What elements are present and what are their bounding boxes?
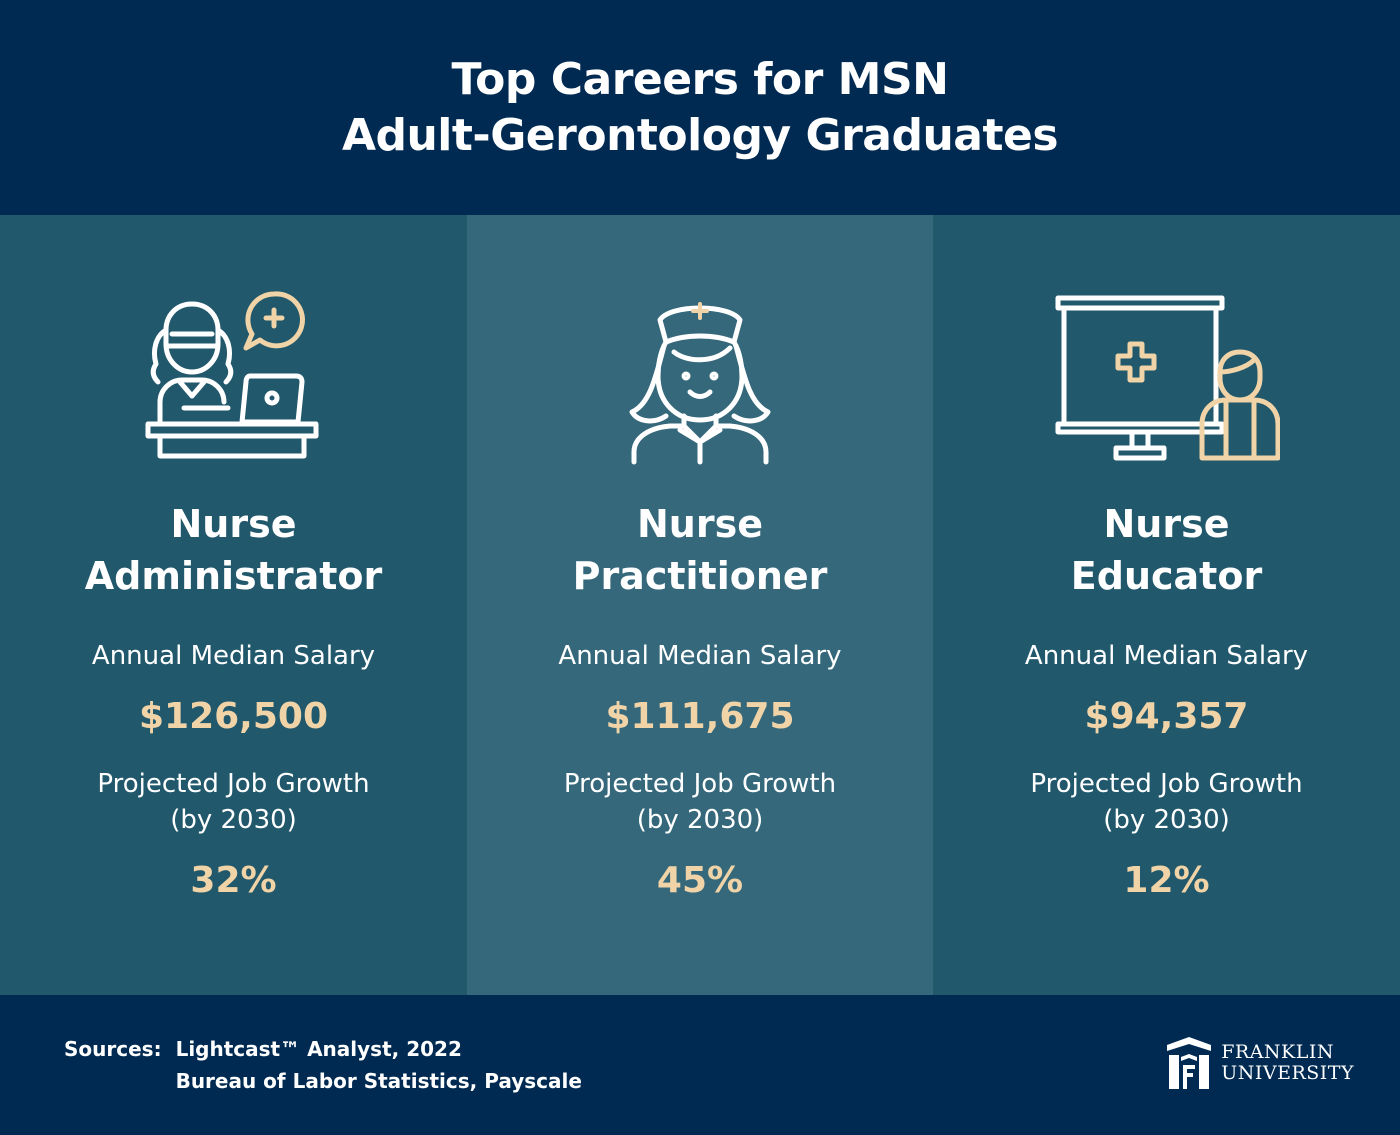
logo-text-line-2: UNIVERSITY [1221,1062,1354,1084]
salary-value: $111,675 [605,696,795,737]
sources-list: Lightcast™ Analyst, 2022 Bureau of Labor… [176,1033,582,1097]
presentation-board-icon [1047,285,1287,470]
salary-label: Annual Median Salary [1024,641,1309,671]
career-title: Nurse Administrator [0,498,467,602]
salary-value: $126,500 [138,696,329,737]
career-title: Nurse Practitioner [467,498,933,602]
growth-label-line-2: (by 2030) [636,805,764,835]
franklin-logo-mark-icon [1167,1037,1212,1089]
footer: Sources: Lightcast™ Analyst, 2022 Bureau… [0,995,1400,1135]
growth-label: Projected Job Growth (by 2030) [467,766,933,838]
salary-label: Annual Median Salary [558,641,842,671]
sources: Sources: Lightcast™ Analyst, 2022 Bureau… [64,1033,582,1097]
logo-wordmark: FRANKLIN UNIVERSITY [1221,1042,1354,1084]
growth-label-line-1: Projected Job Growth [563,769,837,799]
growth-label: Projected Job Growth (by 2030) [933,766,1400,838]
source-item: Lightcast™ Analyst, 2022 [175,1037,462,1061]
growth-label: Projected Job Growth (by 2030) [0,766,467,838]
page-title-line-2: Adult-Gerontology Graduates [341,109,1059,161]
career-card-nurse-practitioner: Nurse Practitioner Annual Median Salary … [467,215,933,995]
career-title-line-1: Nurse [637,502,763,546]
career-title-line-1: Nurse [1103,502,1230,546]
header: Top Careers for MSN Adult-Gerontology Gr… [0,0,1400,215]
career-title-line-2: Administrator [84,554,383,598]
salary-label: Annual Median Salary [91,641,376,671]
salary-value: $94,357 [1084,696,1249,737]
page-title-line-1: Top Careers for MSN [451,53,949,105]
career-title: Nurse Educator [933,498,1400,602]
growth-label-line-1: Projected Job Growth [97,769,370,799]
growth-value: 12% [1123,860,1210,901]
franklin-university-logo: FRANKLIN UNIVERSITY [1165,1035,1354,1091]
career-title-line-2: Educator [1070,554,1263,598]
sources-label: Sources: [64,1037,162,1061]
growth-label-line-1: Projected Job Growth [1030,769,1303,799]
growth-value: 32% [190,860,277,901]
logo-text-line-1: FRANKLIN [1221,1041,1334,1063]
career-columns: Nurse Administrator Annual Median Salary… [0,215,1400,995]
growth-value: 45% [656,860,744,901]
career-title-line-2: Practitioner [572,554,828,598]
growth-label-line-2: (by 2030) [1103,805,1230,835]
career-card-nurse-educator: Nurse Educator Annual Median Salary $94,… [933,215,1400,995]
career-card-nurse-administrator: Nurse Administrator Annual Median Salary… [0,215,467,995]
career-title-line-1: Nurse [170,502,297,546]
source-item: Bureau of Labor Statistics, Payscale [175,1069,582,1093]
nurse-face-icon [580,285,820,470]
growth-label-line-2: (by 2030) [170,805,297,835]
nurse-at-desk-icon [114,285,354,470]
